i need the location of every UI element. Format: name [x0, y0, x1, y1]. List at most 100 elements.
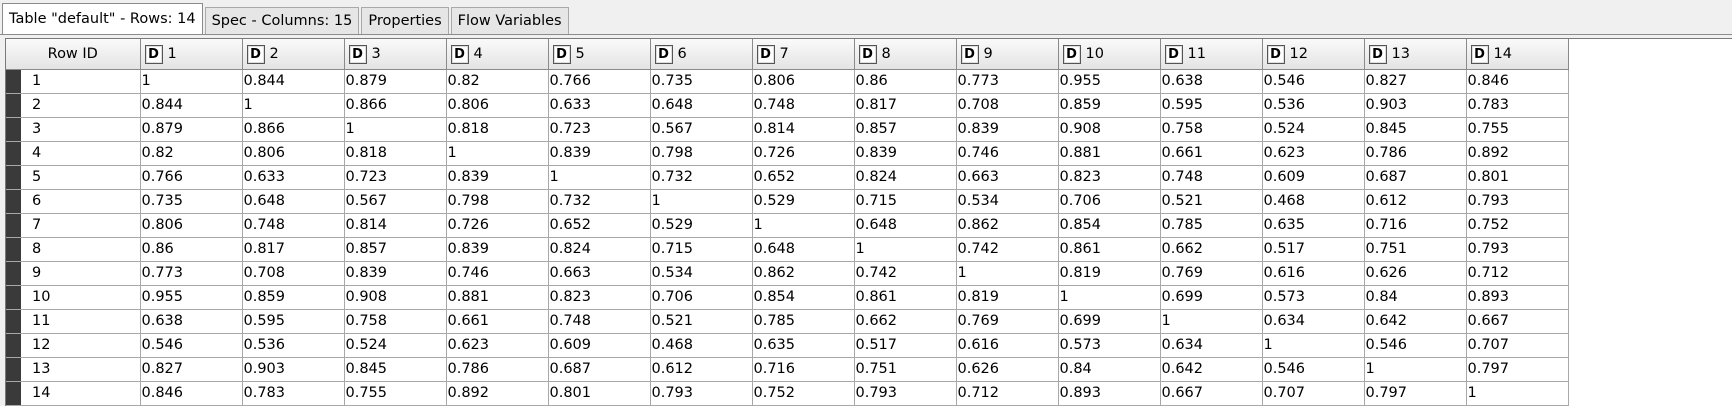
table-cell[interactable]: 0.824 — [854, 165, 957, 190]
table-cell[interactable]: 0.862 — [752, 261, 855, 286]
table-cell[interactable]: 0.626 — [956, 357, 1059, 382]
table-cell[interactable]: 0.712 — [956, 381, 1059, 406]
table-cell[interactable]: 0.801 — [548, 381, 651, 406]
row-handle-icon[interactable] — [6, 70, 21, 93]
table-cell[interactable]: 0.635 — [752, 333, 855, 358]
table-cell[interactable]: 0.635 — [1262, 213, 1365, 238]
table-cell[interactable]: 0.536 — [242, 333, 345, 358]
row-id-cell[interactable]: 13 — [6, 357, 141, 382]
table-cell[interactable]: 0.715 — [854, 189, 957, 214]
row-id-cell[interactable]: 7 — [6, 213, 141, 238]
table-cell[interactable]: 0.662 — [854, 309, 957, 334]
table-row[interactable]: 2 0.844 1 0.866 0.806 0.633 0.648 0.748 0.817 0.7… — [6, 93, 1569, 118]
tab-flow-variables[interactable]: Flow Variables — [450, 7, 569, 34]
table-cell[interactable]: 0.616 — [956, 333, 1059, 358]
table-cell[interactable]: 0.893 — [1466, 285, 1569, 310]
table-cell[interactable]: 0.708 — [242, 261, 345, 286]
table-row[interactable]: 4 0.82 0.806 0.818 1 0.839 0.798 0.726 0.839 0.74… — [6, 141, 1569, 166]
table-cell[interactable]: 1 — [1262, 333, 1365, 358]
table-cell[interactable]: 0.708 — [956, 93, 1059, 118]
table-cell[interactable]: 0.642 — [1364, 309, 1467, 334]
table-cell[interactable]: 0.86 — [140, 237, 243, 262]
table-cell[interactable]: 0.726 — [446, 213, 549, 238]
table-cell[interactable]: 0.517 — [1262, 237, 1365, 262]
table-cell[interactable]: 0.732 — [548, 189, 651, 214]
table-cell[interactable]: 0.818 — [446, 117, 549, 142]
table-cell[interactable]: 0.773 — [140, 261, 243, 286]
table-cell[interactable]: 0.529 — [650, 213, 753, 238]
table-cell[interactable]: 0.546 — [1262, 357, 1365, 382]
table-cell[interactable]: 0.706 — [650, 285, 753, 310]
row-id-cell[interactable]: 5 — [6, 165, 141, 190]
table-cell[interactable]: 0.573 — [1262, 285, 1365, 310]
table-cell[interactable]: 0.716 — [752, 357, 855, 382]
table-cell[interactable]: 1 — [1466, 381, 1569, 406]
table-cell[interactable]: 0.82 — [140, 141, 243, 166]
table-cell[interactable]: 0.769 — [956, 309, 1059, 334]
row-handle-icon[interactable] — [6, 358, 21, 381]
table-cell[interactable]: 0.806 — [752, 69, 855, 94]
table-cell[interactable]: 0.892 — [446, 381, 549, 406]
table-cell[interactable]: 1 — [548, 165, 651, 190]
table-cell[interactable]: 0.546 — [1364, 333, 1467, 358]
table-cell[interactable]: 0.758 — [344, 309, 447, 334]
row-handle-icon[interactable] — [6, 214, 21, 237]
row-handle-icon[interactable] — [6, 382, 21, 405]
table-cell[interactable]: 0.662 — [1160, 237, 1263, 262]
table-cell[interactable]: 1 — [344, 117, 447, 142]
tab-properties[interactable]: Properties — [361, 7, 449, 34]
table-cell[interactable]: 0.797 — [1466, 357, 1569, 382]
table-cell[interactable]: 1 — [752, 213, 855, 238]
row-id-cell[interactable]: 10 — [6, 285, 141, 310]
table-cell[interactable]: 0.748 — [242, 213, 345, 238]
table-cell[interactable]: 0.839 — [854, 141, 957, 166]
table-cell[interactable]: 0.955 — [140, 285, 243, 310]
tab-table-default[interactable]: Table "default" - Rows: 14 — [2, 3, 203, 34]
table-cell[interactable]: 0.86 — [854, 69, 957, 94]
table-cell[interactable]: 0.854 — [752, 285, 855, 310]
table-cell[interactable]: 0.892 — [1466, 141, 1569, 166]
table-cell[interactable]: 0.793 — [1466, 237, 1569, 262]
table-cell[interactable]: 0.687 — [548, 357, 651, 382]
row-id-cell[interactable]: 1 — [6, 69, 141, 94]
table-row[interactable]: 10 0.955 0.859 0.908 0.881 0.823 0.706 0.854 0.8… — [6, 285, 1569, 310]
table-cell[interactable]: 0.881 — [446, 285, 549, 310]
table-cell[interactable]: 1 — [446, 141, 549, 166]
table-cell[interactable]: 0.785 — [752, 309, 855, 334]
row-id-cell[interactable]: 4 — [6, 141, 141, 166]
column-header-rowid[interactable]: Row ID — [6, 39, 141, 70]
table-cell[interactable]: 0.534 — [956, 189, 1059, 214]
table-cell[interactable]: 0.534 — [650, 261, 753, 286]
table-cell[interactable]: 0.798 — [650, 141, 753, 166]
table-cell[interactable]: 0.612 — [650, 357, 753, 382]
column-header-14[interactable]: D 14 — [1466, 39, 1569, 70]
table-cell[interactable]: 0.823 — [1058, 165, 1161, 190]
table-cell[interactable]: 0.529 — [752, 189, 855, 214]
table-row[interactable]: 8 0.86 0.817 0.857 0.839 0.824 0.715 0.648 1 0.74… — [6, 237, 1569, 262]
row-handle-icon[interactable] — [6, 94, 21, 117]
table-cell[interactable]: 1 — [1058, 285, 1161, 310]
table-cell[interactable]: 0.609 — [1262, 165, 1365, 190]
table-cell[interactable]: 0.806 — [242, 141, 345, 166]
table-cell[interactable]: 0.861 — [854, 285, 957, 310]
table-cell[interactable]: 0.633 — [242, 165, 345, 190]
table-cell[interactable]: 0.773 — [956, 69, 1059, 94]
row-id-cell[interactable]: 8 — [6, 237, 141, 262]
table-cell[interactable]: 0.667 — [1466, 309, 1569, 334]
row-id-cell[interactable]: 3 — [6, 117, 141, 142]
row-handle-icon[interactable] — [6, 286, 21, 309]
table-cell[interactable]: 0.903 — [1364, 93, 1467, 118]
table-row[interactable]: 1 1 0.844 0.879 0.82 0.766 0.735 0.806 0.86 0.773… — [6, 69, 1569, 94]
table-cell[interactable]: 0.786 — [446, 357, 549, 382]
table-cell[interactable]: 0.817 — [242, 237, 345, 262]
table-cell[interactable]: 0.845 — [344, 357, 447, 382]
table-cell[interactable]: 0.783 — [242, 381, 345, 406]
table-cell[interactable]: 0.814 — [344, 213, 447, 238]
column-header-12[interactable]: D 12 — [1262, 39, 1365, 70]
table-cell[interactable]: 0.806 — [140, 213, 243, 238]
table-cell[interactable]: 0.642 — [1160, 357, 1263, 382]
table-cell[interactable]: 0.845 — [1364, 117, 1467, 142]
